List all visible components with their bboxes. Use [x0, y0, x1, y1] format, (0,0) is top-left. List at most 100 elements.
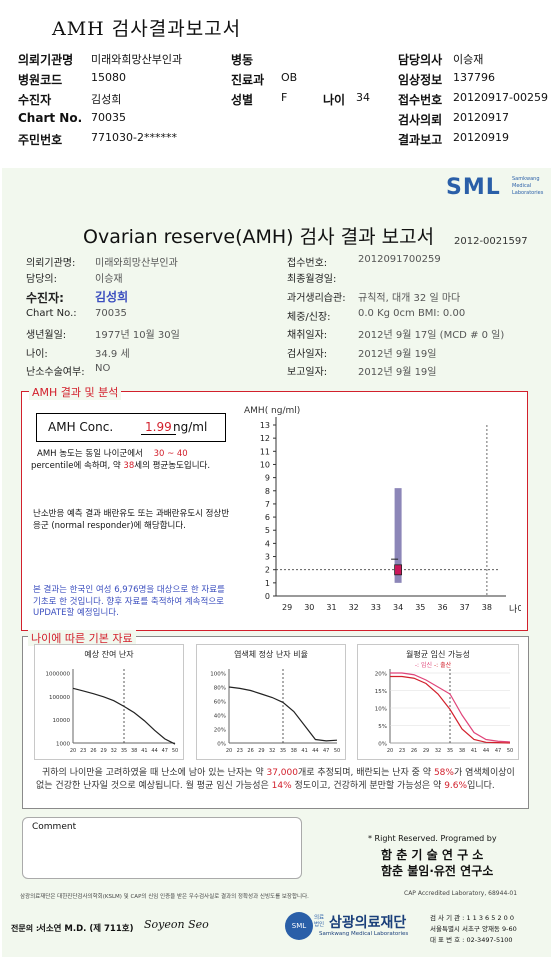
- header-value: 미래와희망산부인과: [91, 53, 183, 66]
- y-tick-label: 4: [265, 539, 270, 548]
- x-tick-label: 32: [269, 748, 275, 754]
- field-value: NO: [95, 363, 111, 374]
- field-value: 2012091700259: [358, 254, 441, 265]
- amh-conc-unit: ng/ml: [173, 420, 208, 434]
- org-info-1: 검 사 기 관 : 1 1 3 6 5 2 0 0: [430, 914, 514, 922]
- rights-text: * Right Reserved. Programed by: [368, 834, 497, 843]
- field-value: 미래와희망산부인과: [95, 258, 178, 269]
- y-tick-label: 5: [265, 526, 270, 535]
- x-tick-label: 30: [304, 603, 314, 612]
- sml-logo-sub3: Laboratories: [512, 190, 544, 196]
- field-label: 난소수술여부:: [26, 367, 85, 378]
- field-label: 보고일자:: [287, 367, 328, 378]
- header-value: 771030-2******: [91, 131, 177, 144]
- x-tick-label: 44: [483, 748, 489, 754]
- sml-logo-text: SML: [446, 175, 501, 200]
- x-tick-label: 47: [495, 748, 501, 754]
- x-tick-label: 29: [423, 748, 429, 754]
- header-value: 20120917-00259: [453, 91, 548, 104]
- y-axis-label: AMH( ng/ml): [244, 406, 300, 416]
- x-tick-label: 38: [459, 748, 465, 754]
- x-tick-label: 36: [437, 603, 447, 612]
- header-value: 김성희: [91, 93, 122, 106]
- report-header-title: AMH 검사결과보고서: [52, 18, 242, 40]
- range-bar: [394, 488, 402, 583]
- field-label: 수진자:: [26, 291, 64, 305]
- field-label: 채취일자:: [287, 330, 328, 341]
- header-label: 임상정보: [398, 73, 443, 87]
- x-tick-label: 31: [326, 603, 336, 612]
- header-value: 15080: [91, 71, 126, 84]
- field-value: 1977년 10월 30일: [95, 330, 180, 341]
- x-tick-label: 44: [151, 748, 157, 754]
- org-logo-icon: SML: [285, 912, 313, 940]
- age-section-title: 나이에 따른 기본 자료: [28, 630, 136, 646]
- field-label: 의뢰기관명:: [26, 258, 76, 269]
- x-tick-label: 35: [415, 603, 425, 612]
- field-label: 과거생리습관:: [287, 293, 346, 304]
- x-axis-label: 나이: [509, 604, 521, 615]
- x-tick-label: 20: [387, 748, 393, 754]
- x-tick-label: 23: [80, 748, 86, 754]
- x-tick-label: 50: [334, 748, 340, 754]
- y-tick-label: 10%: [375, 707, 387, 713]
- x-tick-label: 29: [258, 748, 264, 754]
- legend-pregnancy: -: 임신: [415, 661, 432, 669]
- x-tick-label: 38: [291, 748, 297, 754]
- org-name: 삼광의료재단: [329, 915, 407, 931]
- header-value: 20120919: [453, 131, 509, 144]
- header-value: 137796: [453, 71, 495, 84]
- x-tick-label: 35: [447, 748, 453, 754]
- amh-section-title: AMH 결과 및 분석: [29, 384, 122, 400]
- org-info-3: 대 표 번 호 : 02-3497-5100: [430, 936, 513, 944]
- x-tick-label: 50: [172, 748, 178, 754]
- y-tick-label: 7: [265, 500, 270, 509]
- y-tick-label: 100%: [210, 672, 226, 678]
- x-tick-label: 41: [141, 748, 147, 754]
- y-tick-label: 100000: [49, 695, 70, 701]
- x-tick-label: 23: [399, 748, 405, 754]
- y-tick-label: 1000: [56, 742, 70, 748]
- amh-conc-box: AMH Conc. 1.99 ng/ml: [36, 413, 226, 442]
- x-tick-label: 35: [280, 748, 286, 754]
- field-label: 검사일자:: [287, 349, 328, 360]
- amh-conc-label: AMH Conc.: [48, 420, 114, 434]
- field-label: 최종월경일:: [287, 274, 337, 285]
- header-value: F: [281, 91, 288, 104]
- sml-logo-sub2: Medical: [512, 183, 532, 189]
- y-tick-label: 8: [265, 487, 270, 496]
- x-tick-label: 32: [435, 748, 441, 754]
- y-tick-label: 15%: [375, 689, 387, 695]
- org-subname: Samkwang Medical Laboratories: [319, 931, 409, 937]
- y-tick-label: 13: [260, 421, 270, 430]
- pregnancy-chance-chart: 월평균 임신 가능성 20% 15% 10% 5% 0%20 23 26 29 32 35 38 41 4…: [357, 644, 519, 760]
- x-tick-label: 50: [507, 748, 513, 754]
- comment-label: Comment: [32, 822, 77, 832]
- patient-fields-right: 접수번호: 2012091700259 최종월경일: 과거생리습관: 규칙적, 대개 3…: [287, 252, 527, 382]
- header-label: 병원코드: [18, 73, 63, 87]
- header-label: 검사의뢰: [398, 113, 443, 127]
- chart-title: 염색체 정상 난자 비율: [234, 649, 308, 659]
- y-tick-label: 9: [265, 474, 270, 483]
- y-tick-label: 10: [260, 460, 270, 469]
- x-tick-label: 47: [323, 748, 329, 754]
- x-tick-label: 41: [301, 748, 307, 754]
- header-label: 결과보고: [398, 133, 443, 147]
- x-tick-label: 26: [247, 748, 253, 754]
- header-label: 의뢰기관명: [18, 53, 74, 67]
- x-tick-label: 26: [411, 748, 417, 754]
- header-label: 주민번호: [18, 133, 63, 147]
- doctor-name: 서소연 M.D. (제 711호): [38, 924, 134, 934]
- field-label: 접수번호:: [287, 258, 328, 269]
- field-value: 0.0 Kg 0cm BMI: 0.00: [358, 308, 466, 319]
- legend-birth: -: 출산: [434, 661, 452, 669]
- field-label: 담당의:: [26, 274, 57, 285]
- amh-response-text: 난소반응 예측 결과 배란유도 또는 과배란유도시 정상반응군 (normal …: [33, 509, 230, 531]
- field-label: 나이:: [26, 349, 48, 360]
- y-tick-label: 20%: [214, 728, 226, 734]
- header-value: 이승재: [453, 53, 484, 66]
- y-tick-label: 40%: [214, 714, 226, 720]
- y-tick-label: 5%: [378, 724, 387, 730]
- field-label: Chart No.:: [26, 308, 77, 319]
